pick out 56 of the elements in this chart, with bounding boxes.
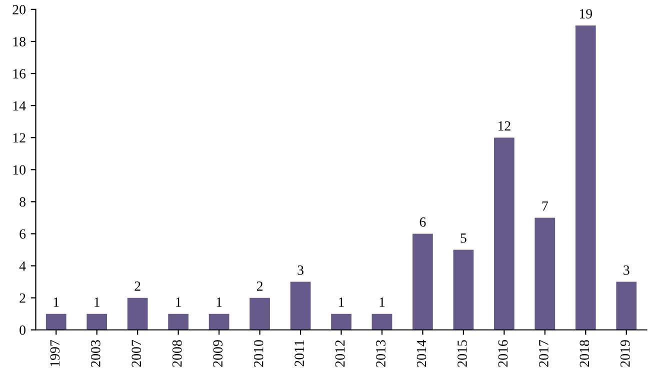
- bar: [372, 314, 392, 330]
- y-tick-label: 14: [13, 101, 26, 110]
- x-tick-label: 2016: [498, 340, 508, 367]
- data-label: 2: [134, 282, 140, 291]
- data-label: 3: [624, 265, 630, 275]
- x-tick-label: 2014: [416, 340, 426, 367]
- bar: [331, 314, 352, 330]
- bar: [534, 218, 556, 330]
- data-label: 2: [256, 282, 262, 291]
- data-label: 1: [380, 298, 385, 307]
- data-label: 1: [216, 298, 222, 307]
- data-label: 1: [54, 298, 59, 307]
- bar: [127, 298, 148, 330]
- bar: [575, 25, 596, 330]
- x-tick-label: 2008: [172, 340, 182, 367]
- bar: [412, 234, 433, 330]
- x-tick-label: 2011: [294, 340, 304, 366]
- data-label: 7: [542, 202, 548, 211]
- x-tick-label: 2018: [580, 340, 590, 367]
- data-label: 1: [339, 298, 344, 307]
- y-tick-label: 20: [12, 5, 26, 14]
- data-label: 19: [580, 9, 592, 18]
- x-tick-label: 2010: [254, 340, 264, 367]
- y-tick-label: 8: [20, 197, 26, 207]
- bar: [208, 314, 230, 330]
- x-tick-label: 1997: [50, 340, 60, 366]
- y-tick-label: 10: [13, 165, 26, 175]
- y-tick-label: 16: [13, 69, 26, 78]
- y-tick-label: 12: [13, 133, 26, 142]
- data-label: 6: [420, 217, 426, 227]
- bar: [168, 314, 188, 330]
- x-tick-label: 2015: [458, 340, 467, 367]
- bar: [250, 298, 270, 330]
- x-tick-label: 2019: [620, 340, 630, 367]
- bar: [494, 138, 514, 330]
- x-tick-label: 2013: [376, 340, 386, 367]
- bar: [453, 250, 474, 330]
- data-label: 5: [460, 234, 466, 243]
- bar: [46, 314, 66, 330]
- y-tick-label: 0: [20, 325, 26, 335]
- x-tick-label: 2009: [213, 340, 223, 367]
- data-label: 1: [176, 298, 181, 307]
- x-tick-label: 2007: [132, 340, 142, 367]
- y-tick-label: 4: [19, 261, 26, 271]
- y-tick-label: 18: [13, 37, 26, 46]
- x-tick-label: 2003: [90, 340, 100, 367]
- data-label: 3: [298, 265, 304, 275]
- x-tick-label: 2017: [539, 340, 548, 367]
- bar: [86, 314, 108, 330]
- x-tick-label: 2012: [335, 340, 345, 367]
- y-tick-label: 6: [20, 229, 26, 239]
- y-tick-label: 2: [20, 293, 26, 303]
- bar: [290, 282, 311, 330]
- data-label: 1: [94, 298, 100, 307]
- bar: [616, 282, 637, 330]
- data-label: 12: [498, 121, 510, 130]
